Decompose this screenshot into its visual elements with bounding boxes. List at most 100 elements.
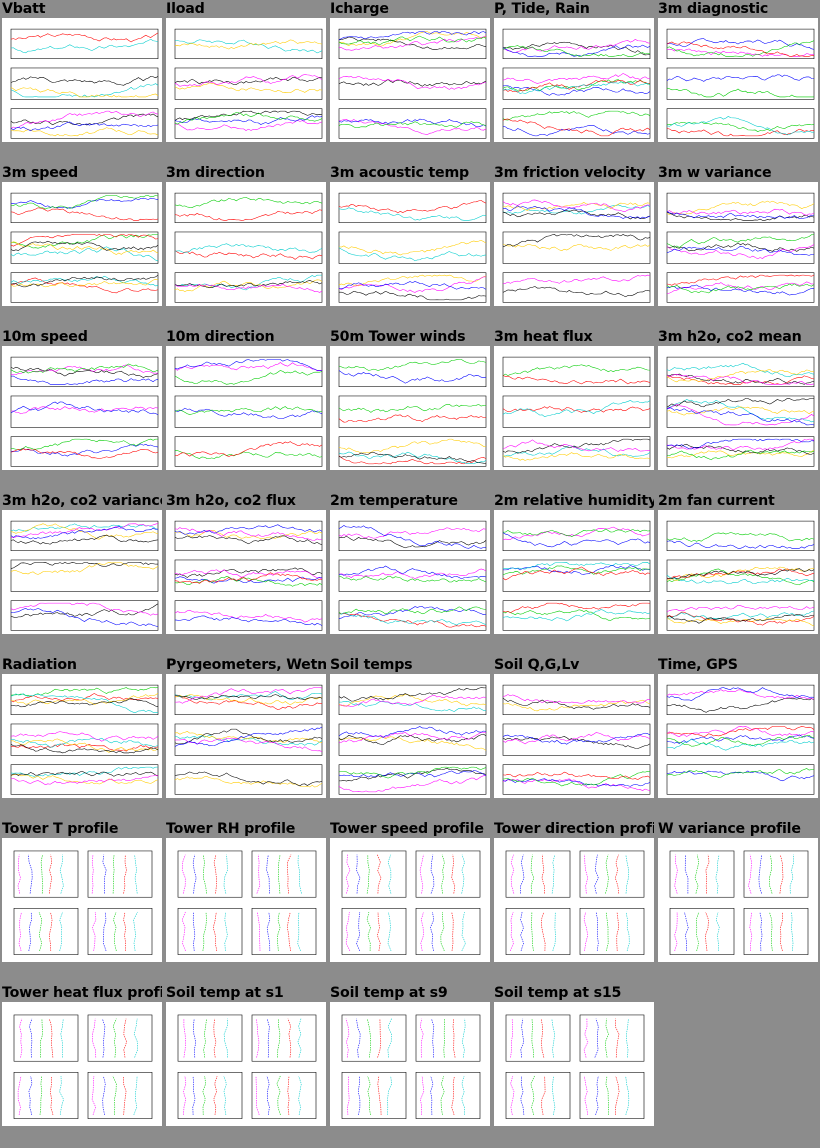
- plot-link[interactable]: P, Tide, Rain: [494, 0, 654, 142]
- plot-thumbnail[interactable]: [166, 510, 326, 634]
- plot-thumbnail[interactable]: [166, 182, 326, 306]
- plot-thumbnail[interactable]: [166, 674, 326, 798]
- plot-link[interactable]: Soil Q,G,Lv: [494, 656, 654, 798]
- plot-link[interactable]: Soil temp at s15: [494, 984, 654, 1126]
- plot-title: Icharge: [330, 1, 389, 17]
- plot-link[interactable]: 3m acoustic temp: [330, 164, 490, 306]
- plot-title: Tower speed profile: [330, 821, 484, 837]
- plot-thumbnail[interactable]: [658, 838, 818, 962]
- plot-thumbnail[interactable]: [2, 346, 162, 470]
- plot-thumbnail[interactable]: [2, 510, 162, 634]
- plot-title: Tower direction profile: [494, 821, 654, 837]
- plot-title: 3m speed: [2, 165, 78, 181]
- plot-link[interactable]: 50m Tower winds: [330, 328, 490, 470]
- plot-thumbnail[interactable]: [658, 18, 818, 142]
- plot-title: Tower heat flux profile: [2, 985, 162, 1001]
- plot-link[interactable]: Soil temps: [330, 656, 490, 798]
- plot-link[interactable]: 3m friction velocity: [494, 164, 654, 306]
- plot-link[interactable]: Soil temp at s1: [166, 984, 326, 1126]
- plot-title: Soil temp at s9: [330, 985, 448, 1001]
- plot-title: 3m h2o, co2 flux: [166, 493, 296, 509]
- plot-title: Radiation: [2, 657, 77, 673]
- plot-thumbnail[interactable]: [658, 674, 818, 798]
- plot-link[interactable]: Icharge: [330, 0, 490, 142]
- plot-thumbnail[interactable]: [494, 182, 654, 306]
- plot-title: Soil temp at s1: [166, 985, 284, 1001]
- plot-thumbnail[interactable]: [494, 18, 654, 142]
- plot-link[interactable]: Tower direction profile: [494, 820, 654, 962]
- plot-link[interactable]: Tower T profile: [2, 820, 162, 962]
- plot-link[interactable]: Vbatt: [2, 0, 162, 142]
- plot-thumbnail[interactable]: [166, 346, 326, 470]
- plot-title: Iload: [166, 1, 205, 17]
- plot-title: Soil temps: [330, 657, 413, 673]
- plot-link[interactable]: Tower heat flux profile: [2, 984, 162, 1126]
- plot-link[interactable]: 3m h2o, co2 mean: [658, 328, 818, 470]
- plot-link[interactable]: 3m direction: [166, 164, 326, 306]
- plot-link[interactable]: 3m heat flux: [494, 328, 654, 470]
- plot-thumbnail[interactable]: [330, 346, 490, 470]
- plot-thumbnail[interactable]: [2, 674, 162, 798]
- plot-title: Soil temp at s15: [494, 985, 622, 1001]
- plot-title: 3m acoustic temp: [330, 165, 470, 181]
- plot-thumbnail[interactable]: [2, 18, 162, 142]
- plot-title: 50m Tower winds: [330, 329, 466, 345]
- plot-thumbnail[interactable]: [166, 1002, 326, 1126]
- plot-thumbnail[interactable]: [2, 838, 162, 962]
- plot-link[interactable]: Pyrgeometers, Wetness: [166, 656, 326, 798]
- plot-title: 2m temperature: [330, 493, 458, 509]
- plot-title: 3m h2o, co2 mean: [658, 329, 802, 345]
- plot-title: 3m diagnostic: [658, 1, 769, 17]
- plot-thumbnail[interactable]: [658, 510, 818, 634]
- plot-link[interactable]: Soil temp at s9: [330, 984, 490, 1126]
- plot-thumbnail[interactable]: [658, 346, 818, 470]
- plot-title: Tower T profile: [2, 821, 119, 837]
- plot-title: Tower RH profile: [166, 821, 296, 837]
- plot-thumbnail[interactable]: [2, 1002, 162, 1126]
- plot-link[interactable]: 3m h2o, co2 variance: [2, 492, 162, 634]
- plot-thumbnail[interactable]: [2, 182, 162, 306]
- plot-thumbnail[interactable]: [330, 18, 490, 142]
- plot-link[interactable]: 2m temperature: [330, 492, 490, 634]
- plot-link[interactable]: Time, GPS: [658, 656, 818, 798]
- plot-thumbnail[interactable]: [658, 182, 818, 306]
- plot-link[interactable]: 2m fan current: [658, 492, 818, 634]
- plot-link[interactable]: Tower speed profile: [330, 820, 490, 962]
- plot-thumbnail[interactable]: [330, 674, 490, 798]
- plot-title: 3m friction velocity: [494, 165, 646, 181]
- plot-title: 2m fan current: [658, 493, 775, 509]
- plot-thumbnail[interactable]: [494, 510, 654, 634]
- plot-thumbnail[interactable]: [166, 18, 326, 142]
- plot-title: 3m direction: [166, 165, 265, 181]
- plot-title: 3m heat flux: [494, 329, 593, 345]
- plot-link[interactable]: 3m diagnostic: [658, 0, 818, 142]
- plot-title: 10m direction: [166, 329, 275, 345]
- plot-thumbnail[interactable]: [330, 510, 490, 634]
- plot-title: 3m w variance: [658, 165, 772, 181]
- plot-thumbnail[interactable]: [494, 674, 654, 798]
- plot-thumbnail[interactable]: [494, 1002, 654, 1126]
- plot-link[interactable]: 10m direction: [166, 328, 326, 470]
- plot-thumbnail[interactable]: [166, 838, 326, 962]
- plot-link[interactable]: Radiation: [2, 656, 162, 798]
- plot-title: Vbatt: [2, 1, 46, 17]
- plot-thumbnail[interactable]: [330, 182, 490, 306]
- plot-link[interactable]: Tower RH profile: [166, 820, 326, 962]
- plot-thumbnail[interactable]: [494, 838, 654, 962]
- plot-thumbnail[interactable]: [330, 838, 490, 962]
- plot-title: W variance profile: [658, 821, 801, 837]
- plot-link[interactable]: 3m h2o, co2 flux: [166, 492, 326, 634]
- plot-link[interactable]: Iload: [166, 0, 326, 142]
- plot-thumbnail[interactable]: [330, 1002, 490, 1126]
- plot-link[interactable]: 3m speed: [2, 164, 162, 306]
- plot-title: P, Tide, Rain: [494, 1, 590, 17]
- plot-title: Pyrgeometers, Wetness: [166, 657, 326, 673]
- plot-link[interactable]: 3m w variance: [658, 164, 818, 306]
- plot-thumbnail[interactable]: [494, 346, 654, 470]
- plot-title: 2m relative humidity: [494, 493, 654, 509]
- plot-title: Soil Q,G,Lv: [494, 657, 580, 673]
- plot-link[interactable]: 10m speed: [2, 328, 162, 470]
- plot-link[interactable]: W variance profile: [658, 820, 818, 962]
- plot-link[interactable]: 2m relative humidity: [494, 492, 654, 634]
